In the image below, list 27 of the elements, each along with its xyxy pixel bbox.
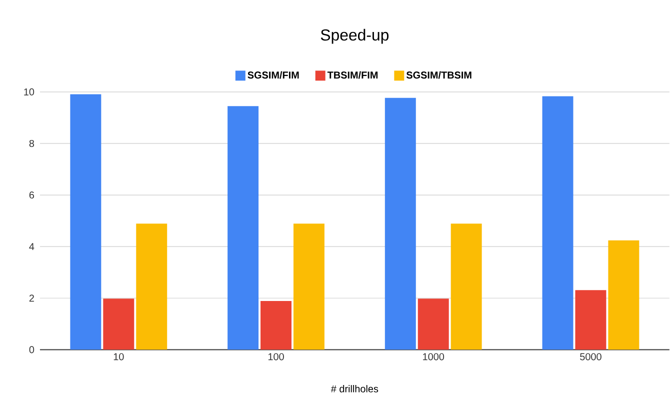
- legend-label: SGSIM/TBSIM: [406, 71, 472, 79]
- x-tick-label: 10: [114, 353, 124, 360]
- y-tick-label: 4: [29, 243, 34, 250]
- chart-title: Speed-up: [320, 29, 389, 44]
- y-tick-label: 6: [29, 192, 34, 199]
- x-axis-title: # drillholes: [330, 385, 378, 393]
- bar: [575, 290, 606, 350]
- bar: [384, 98, 416, 350]
- y-tick-label: 0: [29, 346, 34, 354]
- y-tick-label: 2: [29, 294, 34, 302]
- y-tick-label: 10: [24, 88, 34, 96]
- x-tick-label: 100: [268, 353, 284, 360]
- bar: [608, 240, 640, 350]
- bar: [542, 96, 574, 350]
- bar: [136, 224, 168, 350]
- x-tick-label: 5000: [580, 353, 602, 360]
- bar: [103, 298, 134, 350]
- bar: [260, 301, 292, 350]
- bar: [70, 94, 102, 350]
- bar: [228, 106, 259, 350]
- bar: [418, 298, 449, 350]
- legend-label: SGSIM/FIM: [248, 71, 299, 79]
- x-tick-label: 1000: [423, 353, 444, 360]
- y-tick-label: 8: [29, 140, 34, 148]
- legend-label: TBSIM/FIM: [327, 71, 378, 79]
- bar: [293, 224, 324, 350]
- bar: [450, 224, 482, 350]
